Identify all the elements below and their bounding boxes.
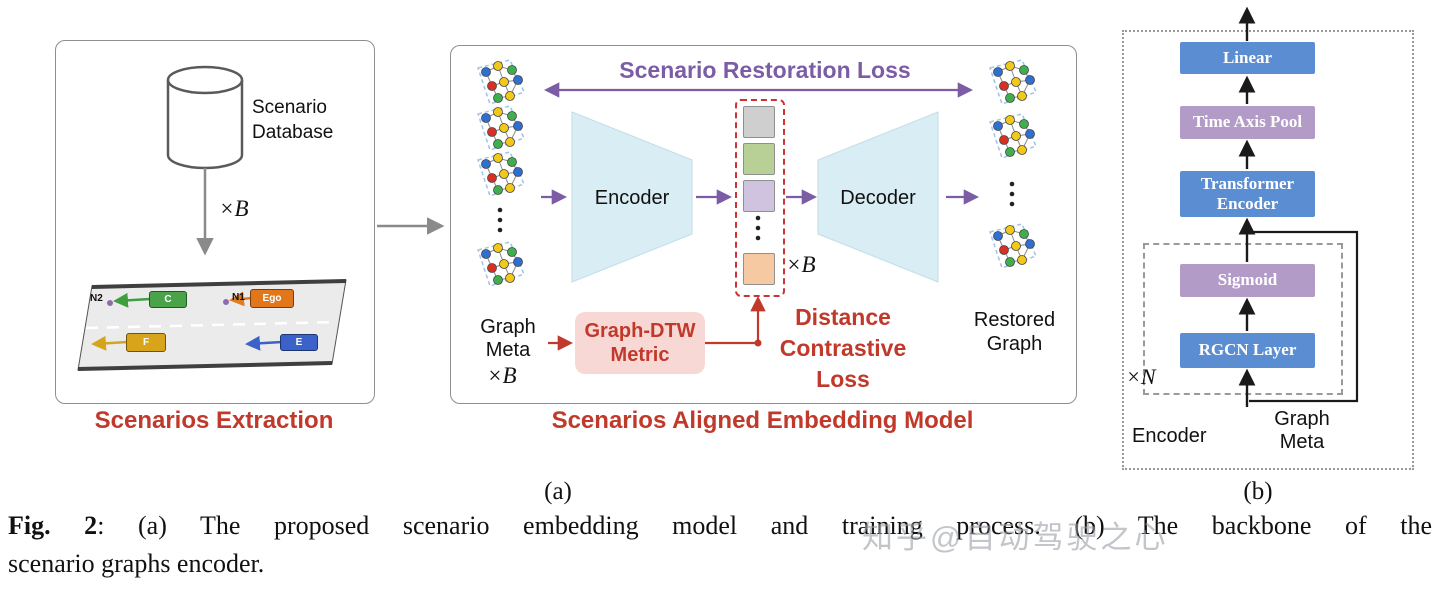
extraction-panel-title: Scenarios Extraction xyxy=(94,407,334,434)
watermark: 知乎@自动驾驶之心 xyxy=(862,520,1169,555)
graph-dtw-metric-label: Graph-DTW Metric xyxy=(584,320,696,366)
car-ego: Ego xyxy=(250,289,294,308)
caption-figure-number: Fig. 2 xyxy=(8,511,98,540)
rgcn-layer-label: RGCN Layer xyxy=(1198,340,1297,360)
linear-layer-label: Linear xyxy=(1222,47,1273,67)
graph-meta-label: Graph Meta xyxy=(480,316,536,361)
latent-square-2 xyxy=(743,143,775,175)
sigmoid-label: Sigmoid xyxy=(1217,270,1278,290)
latent-square-1 xyxy=(743,106,775,138)
latent-batch-label: ×B xyxy=(786,252,816,277)
caption-line-2: scenario graphs encoder. xyxy=(8,549,265,578)
time-axis-pool-box: Time Axis Pool xyxy=(1180,106,1315,139)
car-f-label: F xyxy=(142,337,150,348)
node-n1-label: N1 xyxy=(232,292,245,303)
linear-layer-box: Linear xyxy=(1180,42,1315,74)
graph-meta-batch-label: ×B xyxy=(487,363,517,388)
database-label: Scenario Database xyxy=(252,97,334,143)
transformer-encoder-box: Transformer Encoder xyxy=(1180,171,1315,217)
sigmoid-box: Sigmoid xyxy=(1180,264,1315,297)
scenarios-extraction-panel xyxy=(55,40,375,404)
encoder-label: Encoder xyxy=(594,187,670,209)
backbone-graph-meta-label: Graph Meta xyxy=(1274,408,1330,453)
car-c: C xyxy=(149,291,187,308)
latent-square-4 xyxy=(743,253,775,285)
caption-line-1: Fig. 2: (a) The proposed scenario embedd… xyxy=(8,511,1432,541)
car-f: F xyxy=(126,333,166,352)
node-n2-label: N2 xyxy=(90,293,103,304)
backbone-encoder-label: Encoder xyxy=(1132,425,1207,447)
contrastive-loss-label: Distance Contrastive Loss xyxy=(779,304,907,393)
batch-size-label: ×B xyxy=(219,196,249,221)
restored-graph-label: Restored Graph xyxy=(973,309,1056,355)
caption-text: : (a) The proposed scenario embedding mo… xyxy=(97,511,1432,540)
car-ego-label: Ego xyxy=(262,293,282,304)
rgcn-layer-box: RGCN Layer xyxy=(1180,333,1315,368)
car-c-label: C xyxy=(164,294,172,305)
car-e-label: E xyxy=(295,337,303,348)
car-e: E xyxy=(280,334,318,351)
transformer-encoder-label: Transformer Encoder xyxy=(1200,173,1295,213)
decoder-label: Decoder xyxy=(840,187,916,209)
restoration-loss-label: Scenario Restoration Loss xyxy=(619,57,911,83)
time-axis-pool-label: Time Axis Pool xyxy=(1192,112,1303,132)
subfigure-a-label: (a) xyxy=(544,478,572,505)
embedding-panel-title: Scenarios Aligned Embedding Model xyxy=(551,407,974,434)
subfigure-b-label: (b) xyxy=(1243,478,1273,505)
embedding-model-panel xyxy=(450,45,1077,404)
graph-dtw-metric-box: Graph-DTW Metric xyxy=(575,312,705,374)
latent-square-3 xyxy=(743,180,775,212)
repeat-count-label: ×N xyxy=(1126,364,1156,389)
encoder-backbone-panel xyxy=(1122,30,1414,470)
